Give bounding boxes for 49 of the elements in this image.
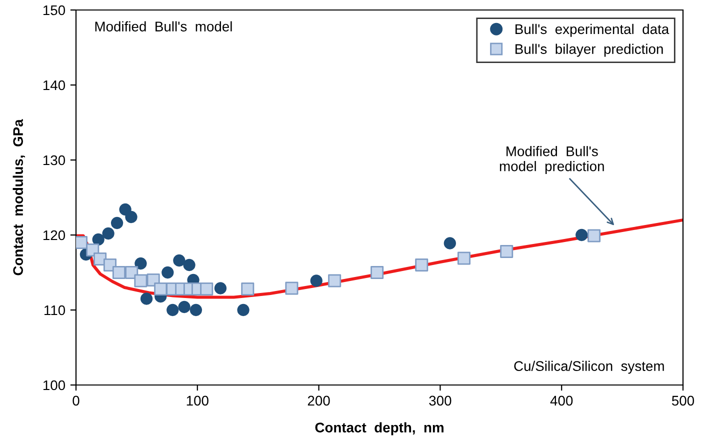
- point: [110, 216, 124, 230]
- point: [178, 300, 190, 314]
- point: [200, 282, 214, 296]
- point: [173, 254, 186, 267]
- point: [214, 282, 227, 294]
- point: [457, 252, 470, 265]
- point: [125, 210, 138, 224]
- y-tick-label: 120: [43, 230, 66, 240]
- point: [415, 258, 428, 272]
- y-tick-label: 140: [43, 80, 66, 90]
- point: [112, 266, 126, 280]
- point: [444, 237, 456, 250]
- point: [134, 257, 147, 270]
- point: [162, 266, 174, 279]
- y-tick-label: 130: [43, 155, 66, 166]
- x-tick-label: 200: [308, 396, 330, 406]
- point: [140, 292, 153, 305]
- point: [576, 228, 588, 242]
- point: [134, 274, 148, 288]
- point: [285, 282, 298, 295]
- legend-label: Bull's experimental data: [516, 24, 670, 37]
- point: [588, 229, 601, 242]
- point: [370, 266, 384, 280]
- annotation: Modified Bull's model: [95, 21, 232, 32]
- point: [241, 282, 254, 296]
- x-tick-label: 0: [72, 396, 80, 406]
- x-tick-label: 100: [186, 396, 208, 406]
- x-axis-title: Contact depth, nm: [315, 422, 444, 436]
- legend-label: Bull's bilayer prediction: [516, 44, 663, 57]
- point: [183, 258, 196, 272]
- point: [119, 203, 132, 216]
- point: [154, 282, 168, 296]
- y-axis-title: Contact modulus, GPa: [12, 119, 26, 276]
- annotation: Modified Bull's model prediction: [500, 146, 604, 174]
- y-tick-label: 150: [43, 5, 66, 16]
- point: [310, 274, 322, 287]
- point: [237, 304, 250, 316]
- y-tick-label: 100: [43, 380, 66, 390]
- x-tick-label: 500: [672, 396, 694, 406]
- point: [190, 304, 202, 316]
- point: [92, 233, 104, 246]
- x-tick-label: 300: [429, 396, 452, 406]
- annotation: Cu/Silica/Silicon system: [514, 360, 664, 374]
- point: [166, 304, 179, 316]
- y-tick-label: 110: [44, 305, 66, 316]
- x-tick-label: 400: [550, 396, 573, 406]
- point: [500, 244, 514, 258]
- point: [328, 274, 342, 288]
- point: [102, 227, 114, 240]
